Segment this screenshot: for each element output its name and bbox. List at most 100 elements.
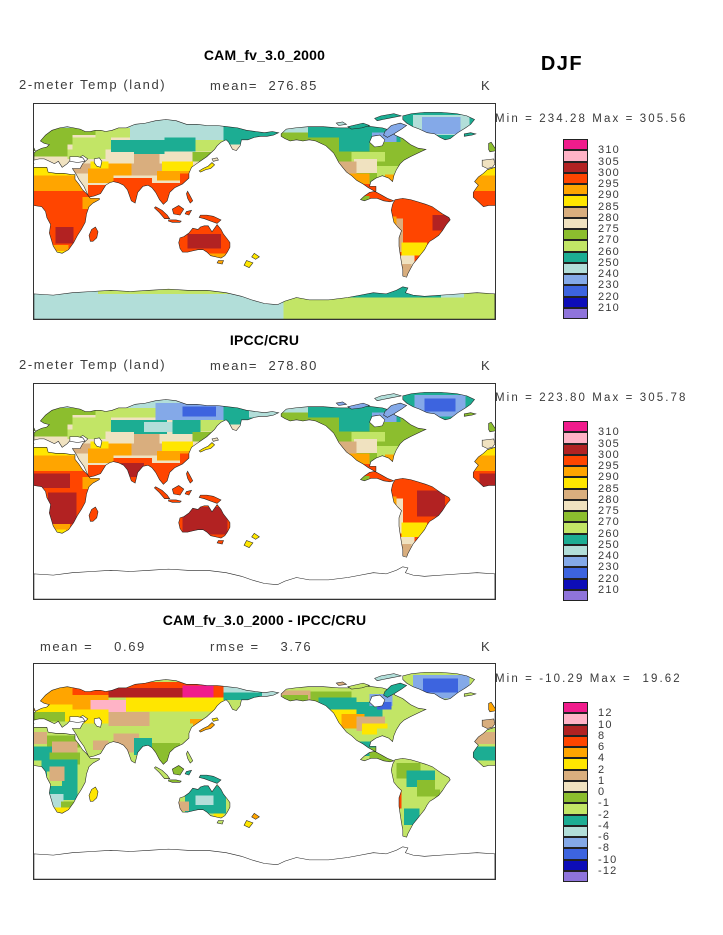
colorbar-label: 290 [598,189,620,202]
map-region-madagascar [88,226,99,242]
colorbar-label: 250 [598,256,620,269]
map-region-iceland [463,412,477,417]
colorbar-cell [563,702,588,714]
colorbar-cell [563,139,588,151]
colorbar-cell [563,184,588,196]
colorbar-label: -12 [598,864,618,877]
map-hole-hudson_bay [369,694,386,708]
map-region-africa [472,447,495,534]
panel3-map [34,664,495,879]
map-region-nz_north [251,812,260,820]
colorbar-cell [563,432,588,444]
map-region-tasmania [216,540,224,545]
colorbar-label: -10 [598,853,618,866]
colorbar-cell [563,172,588,184]
colorbar-label: 275 [598,223,620,235]
map-region-victoria [347,122,371,130]
colorbar-cell [563,859,588,871]
colorbar-label: -2 [598,808,611,821]
panel1-variable-label: 2-meter Temp (land) [19,77,167,92]
panel2-colorbar: 310 305 300 295 290 285 280 275 270 260 250 240 230 2… [563,421,693,616]
colorbar-label: 10 [598,718,613,731]
colorbar-label: 300 [598,448,620,461]
map-hole-black_sea [69,156,86,163]
map-region-japan_honshu [198,162,215,173]
map-hole-black_sea [69,716,86,723]
colorbar-cell [563,544,588,556]
colorbar-cell [563,466,588,478]
panel2-map-frame [33,383,496,600]
map-region-australia [178,224,231,259]
colorbar-label: 240 [598,550,620,562]
colorbar-label: 230 [598,279,620,292]
map-region-japan_hokkaido [211,437,219,442]
colorbar-cell [563,713,588,725]
colorbar-label: -4 [598,819,611,832]
map-region-namerica [280,405,427,483]
colorbar-cell [563,274,588,286]
map-hole-hudson_bay [369,134,386,148]
panel3-mean-stat: mean = 0.69 [40,639,146,654]
map-region-ellesmere [374,673,402,681]
map-region-ellesmere [374,393,402,401]
colorbar-label: 0 [598,786,606,798]
colorbar-label: -1 [598,797,611,810]
map-region-iberia [481,438,495,449]
colorbar-label: 300 [598,166,620,179]
panel2-title: IPCC/CRU [229,332,300,348]
map-region-greenland [402,112,475,141]
world-map [34,392,495,599]
map-region-australia [178,504,231,539]
colorbar-cell [563,296,588,308]
panel3-title: CAM_fv_3.0_2000 - IPCC/CRU [162,612,367,628]
colorbar-cell [563,589,588,601]
colorbar-cell [563,747,588,759]
colorbar-cell [563,285,588,297]
panel3-minmax: Min = -10.29 Max = 19.62 [495,673,682,685]
colorbar-cell [563,161,588,173]
colorbar-label: 12 [598,707,613,720]
map-region-nz_south [243,540,254,548]
map-region-tasmania [216,820,224,825]
colorbar-label: 275 [598,505,620,517]
map-region-uk [488,701,495,713]
map-region-nz_north [251,252,260,260]
map-region-newguinea [198,494,222,504]
map-region-borneo [171,765,185,776]
map-region-newguinea [198,214,222,224]
map-region-madagascar [88,786,99,802]
map-region-africa [472,727,495,814]
panel1-minmax: Min = 234.28 Max = 305.56 [495,113,688,125]
map-region-sulawesi [184,209,193,216]
colorbar-label: 310 [598,144,620,157]
colorbar-cell [563,522,588,534]
map-region-tasmania [216,260,224,265]
map-region-uk [488,141,495,153]
colorbar-label: 270 [598,234,620,247]
map-region-java [168,779,182,783]
colorbar-label: 210 [598,583,620,596]
colorbar-cell [563,511,588,523]
colorbar-cell [563,758,588,770]
map-region-iceland [463,132,477,137]
map-region-samerica [390,478,451,558]
colorbar-cell [563,443,588,455]
colorbar-cell [563,421,588,433]
map-region-antarctica [34,846,495,879]
colorbar-label: 240 [598,268,620,280]
panel2-unit: K [481,358,491,373]
colorbar-cell [563,578,588,590]
panel3-colorbar: 12 10 8 6 4 2 1 0 -1 -2 -4 -6 -8 -10 -12 [563,702,693,897]
colorbar-cell [563,825,588,837]
panel3-unit: K [481,639,491,654]
colorbar-label: 8 [598,729,606,742]
panel2-mean-stat: mean= 278.80 [210,358,318,373]
colorbar-label: 2 [598,763,606,776]
colorbar-label: 310 [598,426,620,439]
colorbar-label: -6 [598,831,611,843]
colorbar-cell [563,837,588,849]
colorbar-label: 260 [598,245,620,258]
map-region-java [168,219,182,223]
colorbar-cell [563,217,588,229]
colorbar-label: 6 [598,741,606,753]
